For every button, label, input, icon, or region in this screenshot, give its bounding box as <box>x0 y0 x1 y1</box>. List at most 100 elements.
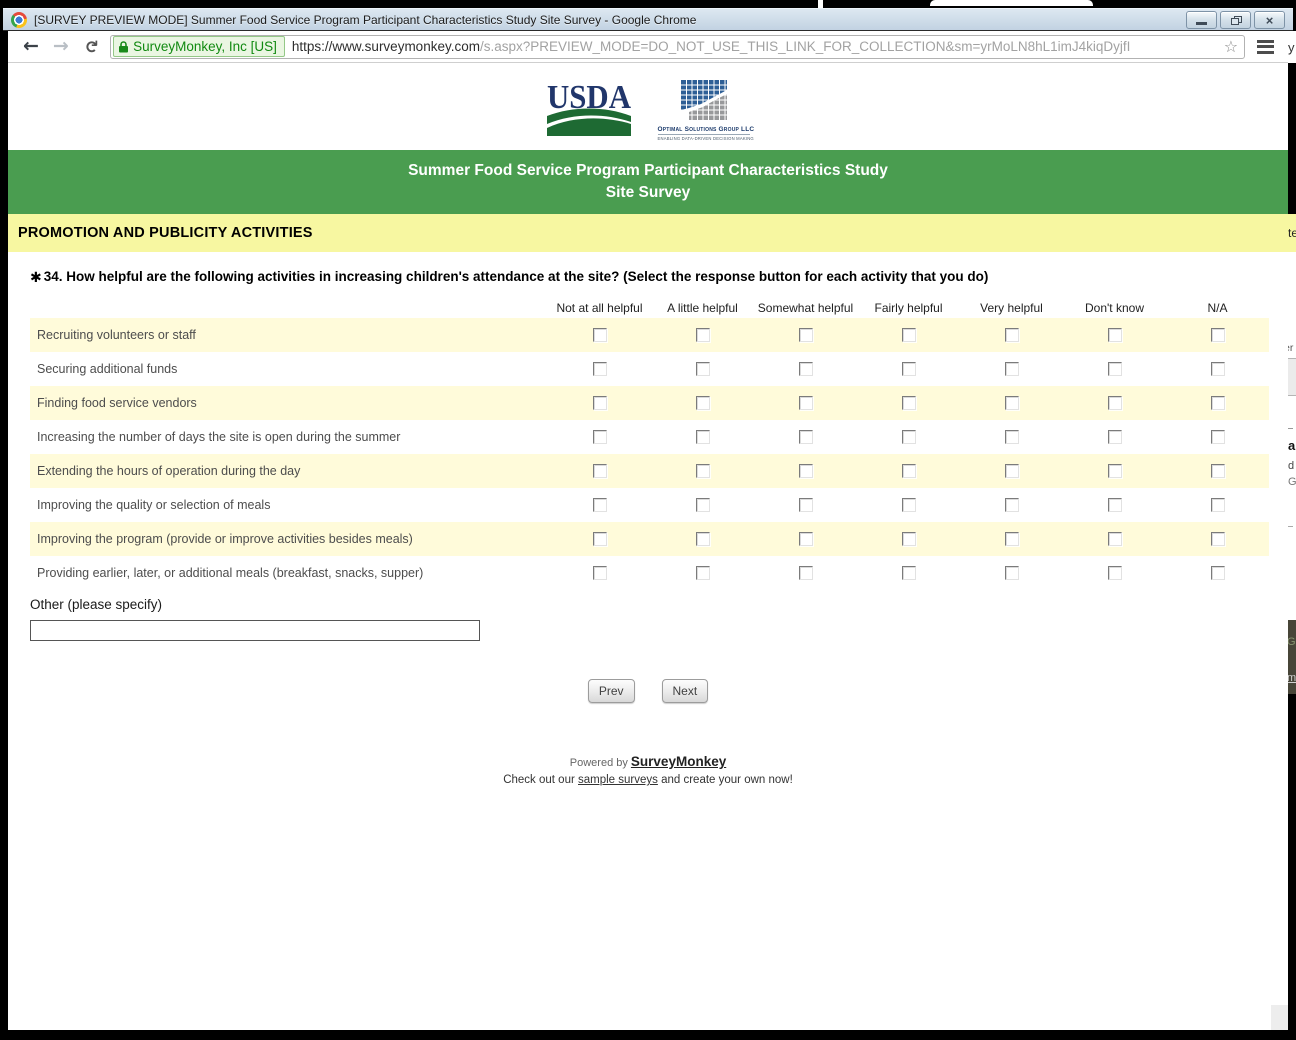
edge-text-fragment: d <box>1288 460 1295 472</box>
response-checkbox[interactable] <box>798 566 813 580</box>
back-button[interactable]: ← <box>23 35 39 57</box>
menu-button[interactable] <box>1257 39 1275 54</box>
response-checkbox[interactable] <box>901 566 916 580</box>
response-checkbox[interactable] <box>1210 396 1225 410</box>
response-cell <box>754 430 857 444</box>
response-checkbox[interactable] <box>592 430 607 444</box>
response-checkbox[interactable] <box>1004 396 1019 410</box>
edge-button-fragment <box>1288 358 1296 396</box>
response-checkbox[interactable] <box>1004 498 1019 512</box>
sample-surveys-link[interactable]: sample surveys <box>578 774 658 786</box>
response-checkbox[interactable] <box>1107 464 1122 478</box>
response-checkbox[interactable] <box>592 396 607 410</box>
response-checkbox[interactable] <box>1107 566 1122 580</box>
response-cell <box>857 362 960 376</box>
response-checkbox[interactable] <box>1210 532 1225 546</box>
column-header: Don't know <box>1085 301 1144 315</box>
powered-by-text: Powered by <box>569 757 631 769</box>
edge-content-fragment: er a d G <box>1288 252 1296 620</box>
url-bar[interactable]: SurveyMonkey, Inc [US] https://www.surve… <box>110 34 1246 59</box>
close-icon: × <box>1265 12 1274 28</box>
forward-button[interactable]: → <box>52 35 69 57</box>
response-checkbox[interactable] <box>1107 328 1122 342</box>
response-checkbox[interactable] <box>592 362 607 376</box>
restore-button[interactable] <box>1220 11 1251 29</box>
response-checkbox[interactable] <box>695 328 710 342</box>
reload-button[interactable]: ↻ <box>80 39 101 54</box>
response-checkbox[interactable] <box>592 566 607 580</box>
response-checkbox[interactable] <box>592 464 607 478</box>
response-cell <box>857 566 960 580</box>
edge-section-fragment: te <box>1288 214 1296 252</box>
response-cell <box>651 328 754 342</box>
security-badge[interactable]: SurveyMonkey, Inc [US] <box>113 36 285 57</box>
response-checkbox[interactable] <box>798 498 813 512</box>
response-checkbox[interactable] <box>695 396 710 410</box>
response-checkbox[interactable] <box>1107 430 1122 444</box>
footer: Powered by SurveyMonkey Check out our sa… <box>8 753 1288 786</box>
response-checkbox[interactable] <box>592 328 607 342</box>
prev-button[interactable]: Prev <box>587 679 635 703</box>
section-title: PROMOTION AND PUBLICITY ACTIVITIES <box>18 225 313 241</box>
response-checkbox[interactable] <box>695 498 710 512</box>
response-checkbox[interactable] <box>695 362 710 376</box>
response-checkbox[interactable] <box>798 328 813 342</box>
response-checkbox[interactable] <box>695 566 710 580</box>
response-checkbox[interactable] <box>1107 498 1122 512</box>
response-checkbox[interactable] <box>1210 328 1225 342</box>
minimize-button[interactable] <box>1186 11 1217 29</box>
response-checkbox[interactable] <box>592 532 607 546</box>
response-checkbox[interactable] <box>1107 396 1122 410</box>
response-cell <box>548 396 651 410</box>
column-header: Not at all helpful <box>556 301 643 315</box>
row-label: Recruiting volunteers or staff <box>37 328 196 342</box>
response-cell <box>548 532 651 546</box>
response-checkbox[interactable] <box>592 498 607 512</box>
response-checkbox[interactable] <box>798 362 813 376</box>
url-domain: https://www.surveymonkey.com <box>291 39 480 54</box>
response-checkbox[interactable] <box>1004 566 1019 580</box>
response-checkbox[interactable] <box>798 396 813 410</box>
edge-divider <box>1288 428 1293 429</box>
bookmark-star-icon[interactable]: ☆ <box>1223 37 1239 56</box>
response-checkbox[interactable] <box>901 430 916 444</box>
surveymonkey-link[interactable]: SurveyMonkey <box>630 754 727 769</box>
response-checkbox[interactable] <box>1004 328 1019 342</box>
response-cell <box>651 362 754 376</box>
response-checkbox[interactable] <box>901 532 916 546</box>
response-cell <box>548 430 651 444</box>
response-checkbox[interactable] <box>901 396 916 410</box>
response-checkbox[interactable] <box>1004 532 1019 546</box>
response-checkbox[interactable] <box>901 362 916 376</box>
close-button[interactable]: × <box>1254 11 1285 29</box>
response-checkbox[interactable] <box>798 532 813 546</box>
matrix-row: Finding food service vendors <box>30 386 1269 420</box>
response-checkbox[interactable] <box>695 430 710 444</box>
next-button[interactable]: Next <box>661 679 709 703</box>
edge-text-fragment: a <box>1288 438 1296 453</box>
response-checkbox[interactable] <box>901 328 916 342</box>
response-checkbox[interactable] <box>1210 566 1225 580</box>
response-checkbox[interactable] <box>798 464 813 478</box>
response-checkbox[interactable] <box>695 464 710 478</box>
response-cell <box>960 566 1063 580</box>
matrix-body: Recruiting volunteers or staff Securing a… <box>30 318 1269 590</box>
response-checkbox[interactable] <box>1210 498 1225 512</box>
response-checkbox[interactable] <box>1210 430 1225 444</box>
response-checkbox[interactable] <box>798 430 813 444</box>
response-checkbox[interactable] <box>1107 532 1122 546</box>
response-checkbox[interactable] <box>901 464 916 478</box>
response-checkbox[interactable] <box>1004 464 1019 478</box>
response-checkbox[interactable] <box>1004 362 1019 376</box>
response-checkbox[interactable] <box>1210 362 1225 376</box>
response-checkbox[interactable] <box>1004 430 1019 444</box>
response-checkbox[interactable] <box>901 498 916 512</box>
nav-row: Prev Next <box>8 679 1288 703</box>
response-cell <box>754 328 857 342</box>
response-checkbox[interactable] <box>1210 464 1225 478</box>
response-checkbox[interactable] <box>1107 362 1122 376</box>
other-specify-input[interactable] <box>30 620 480 641</box>
response-cell <box>960 498 1063 512</box>
response-checkbox[interactable] <box>695 532 710 546</box>
matrix-header-row: Not at all helpful A little helpful Somewh… <box>30 298 1288 318</box>
